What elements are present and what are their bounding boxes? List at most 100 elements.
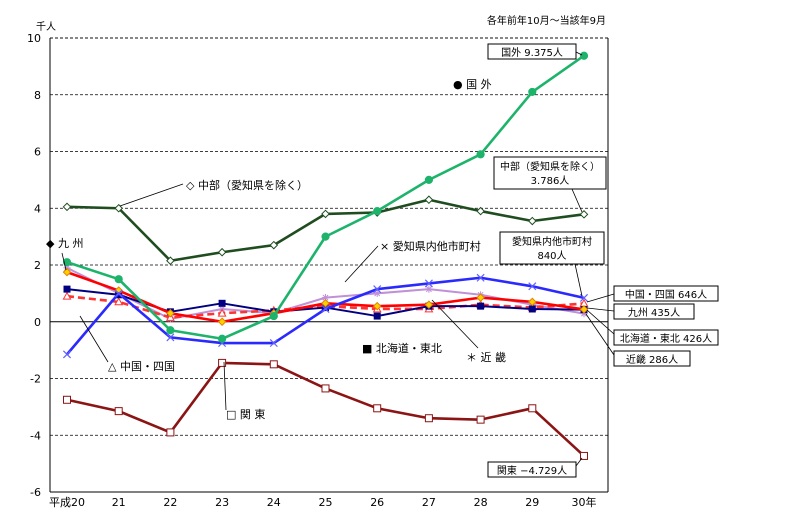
- data-point: [528, 282, 537, 291]
- legend-kyushu: ◆ 九 州: [46, 237, 83, 250]
- end-box-aichi: [499, 231, 605, 265]
- legend-hokkaido: ■ 北海道・東北: [362, 341, 442, 355]
- data-point: [528, 87, 537, 97]
- end-label-chubu-1: 中部（愛知県を除く）: [500, 160, 600, 173]
- end-box-abroad: [487, 43, 577, 60]
- leader-line: [575, 51, 583, 56]
- end-label-aichi-1: 愛知県内他市町村: [512, 235, 592, 248]
- x-tick-label: 27: [422, 496, 436, 509]
- y-tick-label: 8: [34, 89, 41, 102]
- data-point: [528, 404, 537, 413]
- data-point: [217, 247, 227, 257]
- y-tick-label: -6: [30, 486, 41, 499]
- data-point: [62, 267, 72, 277]
- data-point: [114, 275, 123, 284]
- data-point: [218, 358, 227, 367]
- data-point: [321, 232, 330, 241]
- data-point: [321, 298, 330, 308]
- data-point: [580, 451, 588, 460]
- data-point: [424, 279, 433, 288]
- x-tick-label: 26: [370, 496, 384, 509]
- data-point: [166, 256, 175, 266]
- data-point: [114, 203, 124, 213]
- end-label-chugoku: 中国・四国 646人: [625, 288, 707, 301]
- y-tick-label: -2: [30, 373, 41, 386]
- data-point: [477, 302, 485, 310]
- x-tick-label: 28: [474, 496, 488, 509]
- leader-line: [586, 307, 615, 312]
- end-label-hokkaido: 北海道・東北 426人: [620, 332, 712, 345]
- y-unit-label: 千人: [36, 21, 56, 33]
- leader-line: [586, 293, 615, 303]
- x-tick-label: 30年: [572, 495, 597, 509]
- data-point: [372, 301, 382, 311]
- data-point: [321, 304, 330, 314]
- end-box-chubu: [493, 156, 607, 190]
- leader-line: [585, 313, 615, 356]
- data-point: [114, 297, 124, 306]
- y-tick-label: 2: [34, 259, 41, 272]
- y-tick-label: 4: [34, 202, 41, 215]
- data-point: [373, 404, 382, 413]
- data-point: [424, 414, 433, 423]
- data-point: [62, 202, 72, 212]
- annotations: ● 国 外 ◇ 中部（愛知県を除く） × 愛知県内他市町村 ◆ 九 州 △ 中国・四国 ■…: [46, 43, 719, 478]
- x-tick-label: 25: [319, 496, 333, 509]
- data-point: [424, 195, 434, 205]
- y-tick-label: 10: [27, 32, 41, 45]
- legend-kanto: □ 関 東: [226, 408, 265, 421]
- leader-line: [119, 183, 184, 207]
- data-point: [166, 326, 175, 335]
- data-point: [424, 300, 434, 310]
- data-point: [321, 209, 330, 219]
- data-point: [579, 210, 589, 219]
- x-tick-label: 21: [112, 496, 126, 509]
- data-point: [269, 311, 278, 321]
- grid-lines: [50, 37, 608, 436]
- data-point: [62, 258, 72, 267]
- series-line-aichi: [66, 276, 585, 356]
- data-point: [321, 384, 330, 393]
- data-point: [63, 285, 71, 293]
- series-lines: [62, 51, 589, 460]
- data-point: [114, 407, 123, 416]
- data-point: [425, 285, 433, 293]
- x-tick-label: 24: [267, 496, 281, 509]
- data-point: [373, 289, 381, 297]
- data-point: [217, 317, 227, 327]
- x-tick-label: 23: [215, 496, 229, 509]
- data-point: [527, 297, 537, 307]
- series-kanto: [63, 358, 588, 460]
- data-point: [217, 308, 227, 317]
- end-label-kinki: 近畿 286人: [626, 353, 678, 366]
- x-tick-label: 29: [525, 496, 539, 509]
- leader-line: [431, 299, 479, 349]
- end-box-kanto: [487, 461, 577, 478]
- leader-line: [574, 263, 583, 297]
- data-point: [269, 240, 279, 250]
- axes: 10 8 6 4 2 0 -2 -4 -6 平成20 21 22 23 24 25 26 27 28 29 30年 千人…: [27, 14, 609, 509]
- legend-aichi: × 愛知県内他市町村: [380, 239, 481, 253]
- data-point: [579, 305, 589, 314]
- data-point: [218, 334, 227, 343]
- end-box-chugoku: [613, 285, 719, 302]
- end-label-chubu-2: 3.786人: [531, 175, 570, 187]
- series-kyushu: [62, 267, 589, 327]
- leader-line: [344, 245, 379, 283]
- x-tick-label: 平成20: [49, 496, 85, 509]
- leader-line: [571, 188, 583, 213]
- data-point: [269, 360, 278, 369]
- data-point: [373, 312, 381, 320]
- legend-kinki: ＊ 近 畿: [466, 350, 506, 364]
- legend-chubu: ◇ 中部（愛知県を除く）: [186, 178, 308, 192]
- data-point: [476, 293, 485, 302]
- data-point: [527, 216, 537, 226]
- data-point: [114, 289, 123, 298]
- data-point: [424, 175, 433, 184]
- data-point: [62, 291, 72, 300]
- leader-line: [79, 315, 109, 363]
- end-box-kinki: [613, 350, 691, 367]
- y-tick-label: -4: [30, 429, 41, 442]
- y-tick-label: 0: [34, 316, 41, 329]
- data-point: [166, 333, 175, 342]
